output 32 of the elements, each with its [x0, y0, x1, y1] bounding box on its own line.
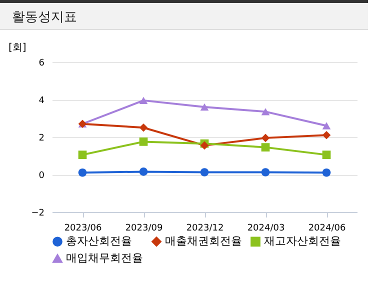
- point: [322, 122, 331, 130]
- legend-label: 총자산회전율: [66, 234, 132, 248]
- point: [139, 123, 148, 132]
- legend-label: 재고자산회전율: [264, 234, 341, 248]
- point: [261, 143, 270, 152]
- y-axis-title: [회]: [8, 42, 26, 54]
- x-tick-label: 2024/03: [247, 224, 285, 234]
- point: [261, 168, 270, 176]
- y-tick-label: 4: [38, 96, 45, 106]
- point: [200, 103, 209, 111]
- x-tick-label: 2023/06: [64, 224, 102, 234]
- point: [139, 168, 148, 176]
- point: [78, 168, 87, 177]
- point: [200, 168, 209, 176]
- y-tick-label: 0: [38, 171, 45, 181]
- chart-title: 활동성지표: [0, 0, 368, 30]
- point: [78, 150, 87, 159]
- point: [139, 138, 148, 146]
- point: [139, 96, 148, 104]
- x-tick-label: 2023/12: [186, 224, 224, 234]
- x-tick-label: 2023/09: [125, 224, 163, 234]
- legend-label: 매출채권회전율: [165, 234, 242, 248]
- point: [261, 108, 270, 116]
- point: [322, 150, 331, 159]
- point: [322, 130, 331, 140]
- y-tick-label: 6: [38, 58, 45, 68]
- legend-label: 매입채무회전율: [66, 252, 143, 264]
- x-tick-label: 2024/06: [308, 224, 346, 234]
- y-tick-label: −2: [31, 208, 44, 218]
- point: [322, 168, 331, 177]
- y-tick-label: 2: [38, 134, 44, 144]
- point: [261, 134, 270, 142]
